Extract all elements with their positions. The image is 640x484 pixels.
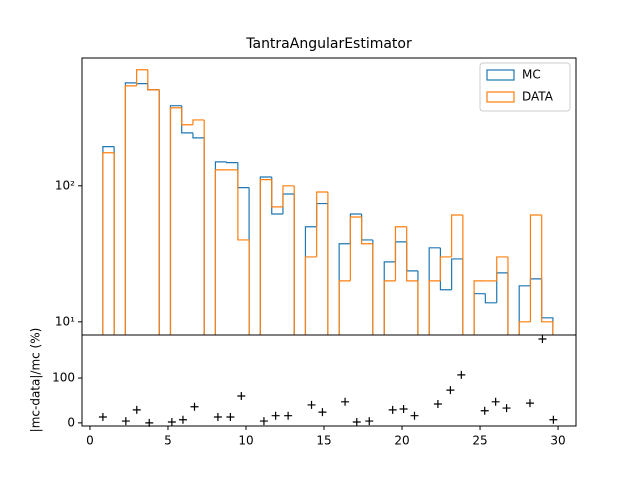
- hist-step: [102, 152, 115, 335]
- point: [352, 417, 361, 426]
- point: [433, 400, 442, 409]
- hist-step: [181, 107, 193, 126]
- y-tick-label: 10²: [55, 178, 75, 192]
- hist-step: [507, 256, 509, 335]
- hist-step: [372, 243, 374, 335]
- legend-label: MC: [522, 68, 541, 82]
- point: [549, 415, 558, 424]
- axes-frame: [81, 334, 577, 427]
- hist-step: [439, 256, 452, 281]
- hist-step: [406, 226, 418, 282]
- hist-step: [113, 152, 115, 335]
- hist-step: [496, 256, 508, 281]
- point: [213, 413, 222, 422]
- hist-step: [214, 169, 227, 335]
- point: [178, 415, 187, 424]
- y-tick-label: 10¹: [55, 314, 75, 328]
- point: [132, 405, 141, 414]
- hist-step: [541, 214, 554, 335]
- point: [480, 406, 489, 415]
- point: [410, 411, 419, 420]
- hist-step: [237, 169, 250, 241]
- x-tick-label: 5: [164, 434, 172, 448]
- point: [502, 404, 511, 413]
- point: [525, 399, 534, 408]
- hist-step: [484, 293, 497, 304]
- point: [98, 413, 107, 422]
- point: [318, 408, 327, 417]
- hist-step: [417, 280, 419, 335]
- chart-title: TantraAngularEstimator: [245, 36, 412, 52]
- hist-step: [327, 192, 329, 335]
- hist-step: [349, 216, 362, 281]
- point: [237, 391, 246, 400]
- hist-step: [293, 185, 295, 335]
- y-tick-label: 100: [52, 371, 75, 385]
- hist-step: [169, 107, 182, 335]
- hist-step: [136, 69, 148, 86]
- point: [341, 397, 350, 406]
- point: [457, 370, 466, 379]
- point: [446, 386, 455, 395]
- x-tick-label: 25: [472, 434, 487, 448]
- hist-step: [529, 214, 542, 322]
- hist-step: [518, 321, 531, 335]
- y-tick-label: 0: [67, 415, 75, 429]
- hist-step: [271, 179, 283, 208]
- hist-step: [383, 280, 396, 335]
- hist-step: [203, 119, 205, 335]
- point: [399, 404, 408, 413]
- hist-step: [304, 256, 317, 335]
- point: [259, 417, 268, 426]
- hist-step: [428, 280, 441, 335]
- legend-patch: [486, 69, 515, 81]
- x-tick-label: 15: [316, 434, 331, 448]
- hist-step: [248, 239, 250, 335]
- hist-step: [361, 216, 373, 245]
- hist-step: [147, 69, 160, 91]
- hist-step: [462, 214, 464, 335]
- x-tick-label: 20: [394, 434, 409, 448]
- hist-step: [338, 280, 351, 335]
- point: [226, 413, 235, 422]
- legend-patch: [486, 91, 515, 103]
- hist-step: [316, 191, 328, 257]
- x-tick-label: 0: [86, 434, 94, 448]
- hist-step: [226, 161, 238, 164]
- hist-step: [394, 226, 407, 281]
- hist-step: [473, 280, 486, 335]
- hist-step: [518, 285, 531, 335]
- hist-step: [451, 214, 463, 257]
- point: [388, 405, 397, 414]
- point: [190, 402, 199, 411]
- point: [284, 411, 293, 420]
- point: [271, 411, 280, 420]
- hist-step: [192, 119, 205, 125]
- hist-step: [158, 89, 160, 335]
- legend-box: [479, 62, 571, 112]
- point: [307, 400, 316, 409]
- hist-step: [192, 132, 205, 139]
- hist-area: [102, 69, 554, 335]
- point: [491, 397, 500, 406]
- x-tick-label: 30: [550, 434, 565, 448]
- hist-step: [124, 85, 137, 335]
- x-tick-label: 10: [238, 434, 253, 448]
- hist-step: [259, 179, 272, 335]
- hist-step: [282, 185, 295, 207]
- y-axis-label: |mc-data|/mc (%): [29, 328, 43, 433]
- point: [538, 335, 547, 344]
- point: [365, 417, 374, 426]
- hist-step: [451, 258, 463, 290]
- legend-label: DATA: [522, 90, 554, 104]
- hist-step: [248, 187, 250, 335]
- point: [167, 417, 176, 426]
- point: [121, 417, 130, 426]
